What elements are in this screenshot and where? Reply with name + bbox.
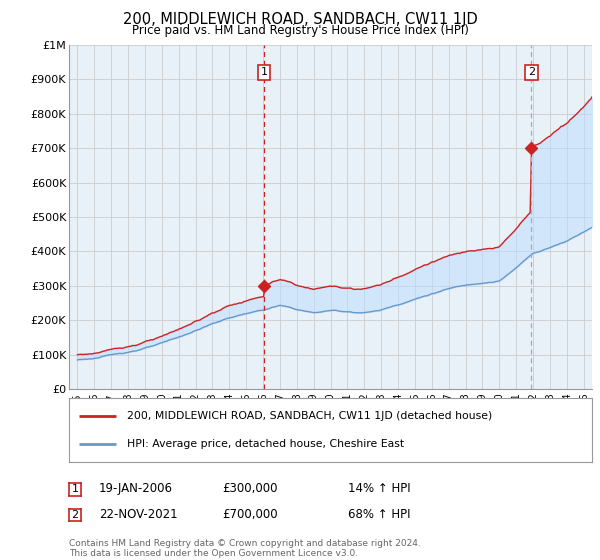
Text: 22-NOV-2021: 22-NOV-2021 [99, 507, 178, 521]
Text: 68% ↑ HPI: 68% ↑ HPI [348, 507, 410, 521]
Text: 2: 2 [528, 67, 535, 77]
Text: 1: 1 [260, 67, 268, 77]
Text: £700,000: £700,000 [222, 507, 278, 521]
Text: 200, MIDDLEWICH ROAD, SANDBACH, CW11 1JD: 200, MIDDLEWICH ROAD, SANDBACH, CW11 1JD [122, 12, 478, 27]
Text: 14% ↑ HPI: 14% ↑ HPI [348, 482, 410, 495]
Text: £300,000: £300,000 [222, 482, 277, 495]
Text: Price paid vs. HM Land Registry's House Price Index (HPI): Price paid vs. HM Land Registry's House … [131, 24, 469, 36]
Text: 1: 1 [71, 484, 79, 494]
Text: Contains HM Land Registry data © Crown copyright and database right 2024.
This d: Contains HM Land Registry data © Crown c… [69, 539, 421, 558]
Text: HPI: Average price, detached house, Cheshire East: HPI: Average price, detached house, Ches… [127, 439, 404, 449]
Text: 200, MIDDLEWICH ROAD, SANDBACH, CW11 1JD (detached house): 200, MIDDLEWICH ROAD, SANDBACH, CW11 1JD… [127, 410, 492, 421]
Text: 19-JAN-2006: 19-JAN-2006 [99, 482, 173, 495]
Text: 2: 2 [71, 510, 79, 520]
